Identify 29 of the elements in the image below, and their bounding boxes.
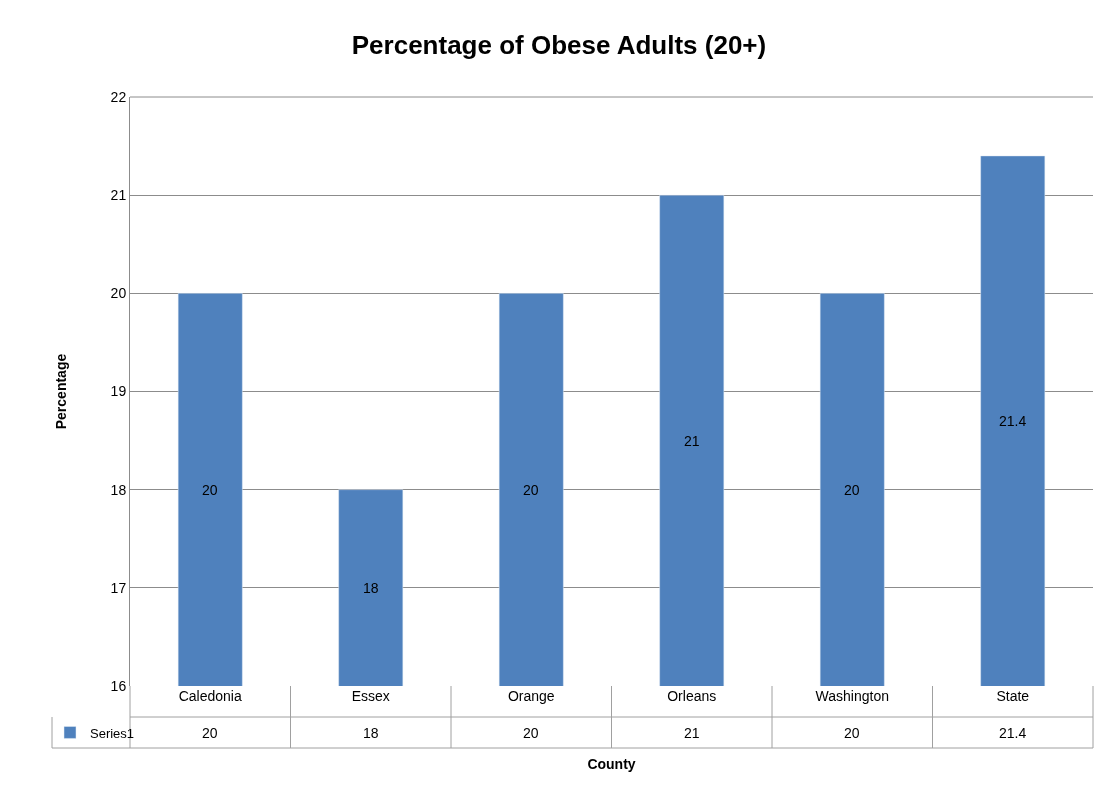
y-tick-label: 17 bbox=[110, 579, 127, 596]
x-tick-label: Washington bbox=[815, 688, 889, 704]
y-tick-label: 16 bbox=[110, 677, 127, 694]
x-tick-label: State bbox=[996, 688, 1030, 704]
y-axis-title: Percentage bbox=[53, 353, 70, 430]
annotation: 21 bbox=[684, 433, 700, 449]
data-label: 21 bbox=[684, 725, 700, 741]
chart-title: Percentage of Obese Adults (20+) bbox=[351, 30, 767, 61]
x-axis-title: County bbox=[587, 756, 636, 773]
data-label: 20 bbox=[844, 725, 860, 741]
annotation: 21.4 bbox=[999, 413, 1027, 429]
data-label: 21.4 bbox=[999, 725, 1027, 741]
data-label: 20 bbox=[523, 725, 539, 741]
annotation: 20 bbox=[202, 482, 218, 498]
x-tick-label: Caledonia bbox=[178, 688, 242, 704]
x-tick-label: Orange bbox=[507, 688, 555, 704]
y-tick-label: 18 bbox=[110, 481, 127, 498]
data-label: 20 bbox=[202, 725, 218, 741]
data-label: 18 bbox=[363, 725, 379, 741]
y-tick-label: 20 bbox=[110, 285, 127, 302]
x-tick-label: Essex bbox=[351, 688, 390, 704]
y-tick-label: 22 bbox=[110, 88, 127, 105]
x-tick-label: Orleans bbox=[667, 688, 717, 704]
annotation: 20 bbox=[844, 482, 860, 498]
y-tick-label: 21 bbox=[110, 187, 127, 204]
legend-label: Series1 bbox=[90, 725, 135, 741]
annotation: 20 bbox=[523, 482, 539, 498]
annotation: 18 bbox=[363, 580, 379, 596]
y-tick-label: 19 bbox=[110, 383, 127, 400]
